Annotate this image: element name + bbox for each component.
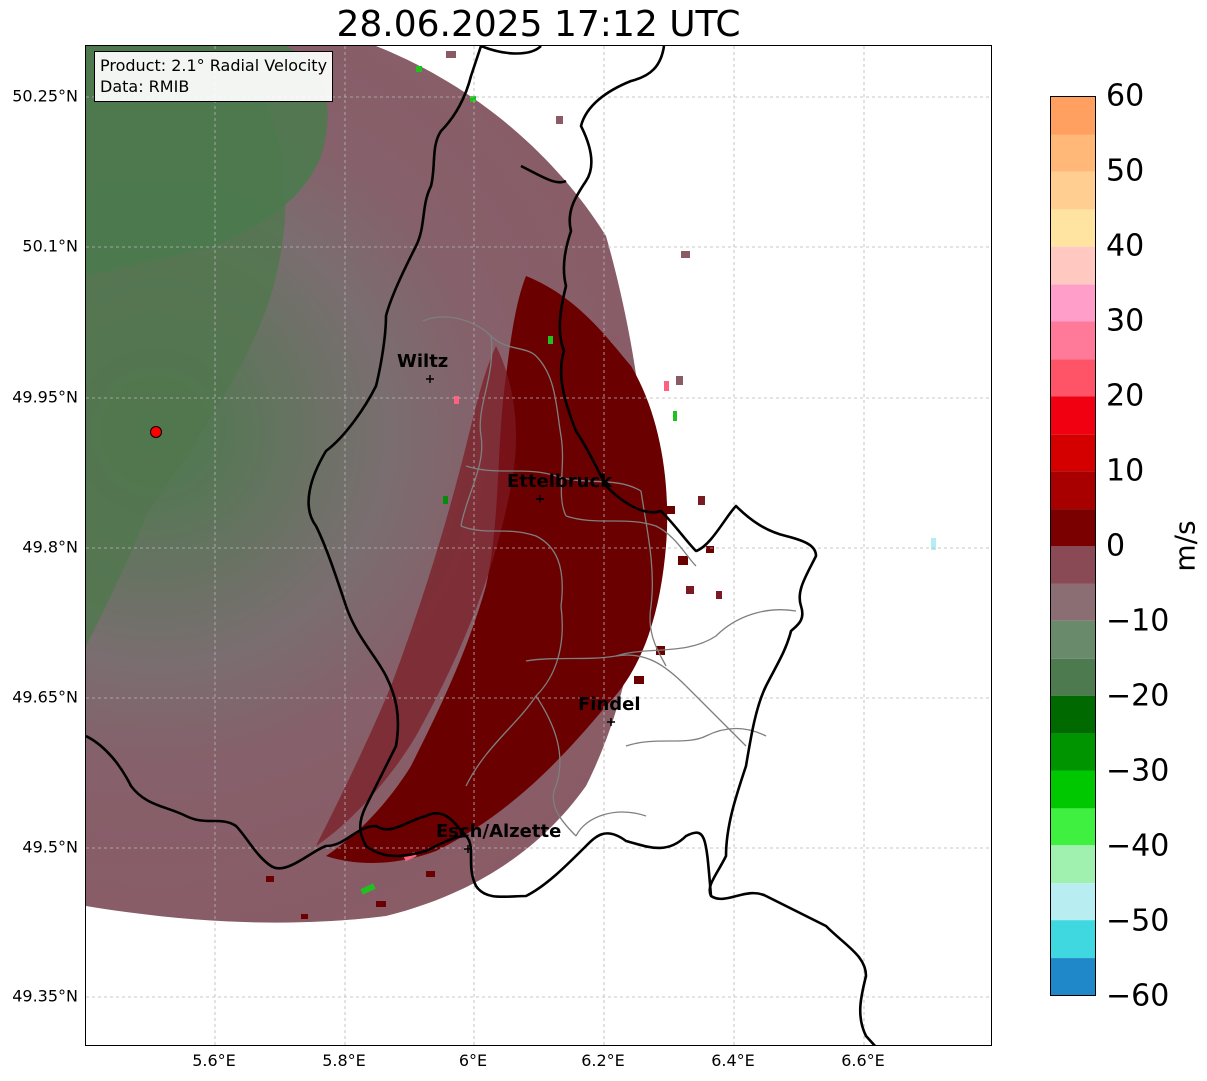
city-label-findel: Findel bbox=[578, 694, 641, 715]
colorbar-tick-40: 40 bbox=[1106, 228, 1145, 264]
lat-label-49-5: 49.5°N bbox=[22, 837, 78, 857]
colorbar-tick-10: 10 bbox=[1106, 453, 1145, 489]
product-info-box: Product: 2.1° Radial Velocity Data: RMIB bbox=[94, 51, 334, 102]
city-label-ettelbruck: Ettelbruck bbox=[507, 471, 613, 492]
lon-label-6-2: 6.2°E bbox=[581, 1051, 625, 1070]
lat-label-49-95: 49.95°N bbox=[12, 387, 78, 407]
lon-label-6-4: 6.4°E bbox=[711, 1051, 755, 1070]
lon-label-5-8: 5.8°E bbox=[322, 1051, 366, 1070]
colorbar-tick-50: 50 bbox=[1106, 153, 1145, 189]
colorbar-tick-minus-30: −30 bbox=[1106, 753, 1170, 789]
city-label-esch-alzette: Esch/Alzette bbox=[436, 821, 562, 842]
colorbar-tick-minus-50: −50 bbox=[1106, 903, 1170, 939]
velocity-colorbar bbox=[1050, 96, 1096, 996]
lat-label-49-35: 49.35°N bbox=[12, 986, 78, 1006]
radar-map-canvas bbox=[86, 46, 991, 1045]
map-title: 28.06.2025 17:12 UTC bbox=[336, 4, 741, 45]
product-label: Product: 2.1° Radial Velocity bbox=[100, 56, 328, 75]
colorbar-tick-minus-40: −40 bbox=[1106, 828, 1170, 864]
colorbar-tick-minus-10: −10 bbox=[1106, 603, 1170, 639]
velocity-field-receding bbox=[316, 276, 668, 863]
colorbar-tick-0: 0 bbox=[1106, 528, 1126, 564]
colorbar-tick-minus-20: −20 bbox=[1106, 678, 1170, 714]
city-label-wiltz: Wiltz bbox=[397, 351, 449, 372]
colorbar-tick-20: 20 bbox=[1106, 378, 1145, 414]
lon-label-5-6: 5.6°E bbox=[192, 1051, 236, 1070]
radar-map[interactable] bbox=[85, 45, 992, 1046]
colorbar-tick-30: 30 bbox=[1106, 303, 1145, 339]
colorbar-tick-60: 60 bbox=[1106, 78, 1145, 114]
colorbar-unit-label: m/s bbox=[1168, 520, 1202, 572]
velocity-speckles bbox=[266, 51, 936, 919]
lat-label-50-1: 50.1°N bbox=[22, 236, 78, 256]
lat-label-49-8: 49.8°N bbox=[22, 537, 78, 557]
lon-label-6: 6°E bbox=[458, 1051, 488, 1070]
lat-label-49-65: 49.65°N bbox=[12, 687, 78, 707]
lat-label-50-25: 50.25°N bbox=[12, 86, 78, 106]
canton-borders bbox=[422, 316, 797, 837]
city-markers bbox=[426, 375, 615, 853]
lon-label-6-6: 6.6°E bbox=[841, 1051, 885, 1070]
radar-site-marker bbox=[150, 426, 162, 438]
data-source-label: Data: RMIB bbox=[100, 77, 190, 96]
colorbar-tick-minus-60: −60 bbox=[1106, 978, 1170, 1014]
country-borders bbox=[86, 46, 876, 1045]
